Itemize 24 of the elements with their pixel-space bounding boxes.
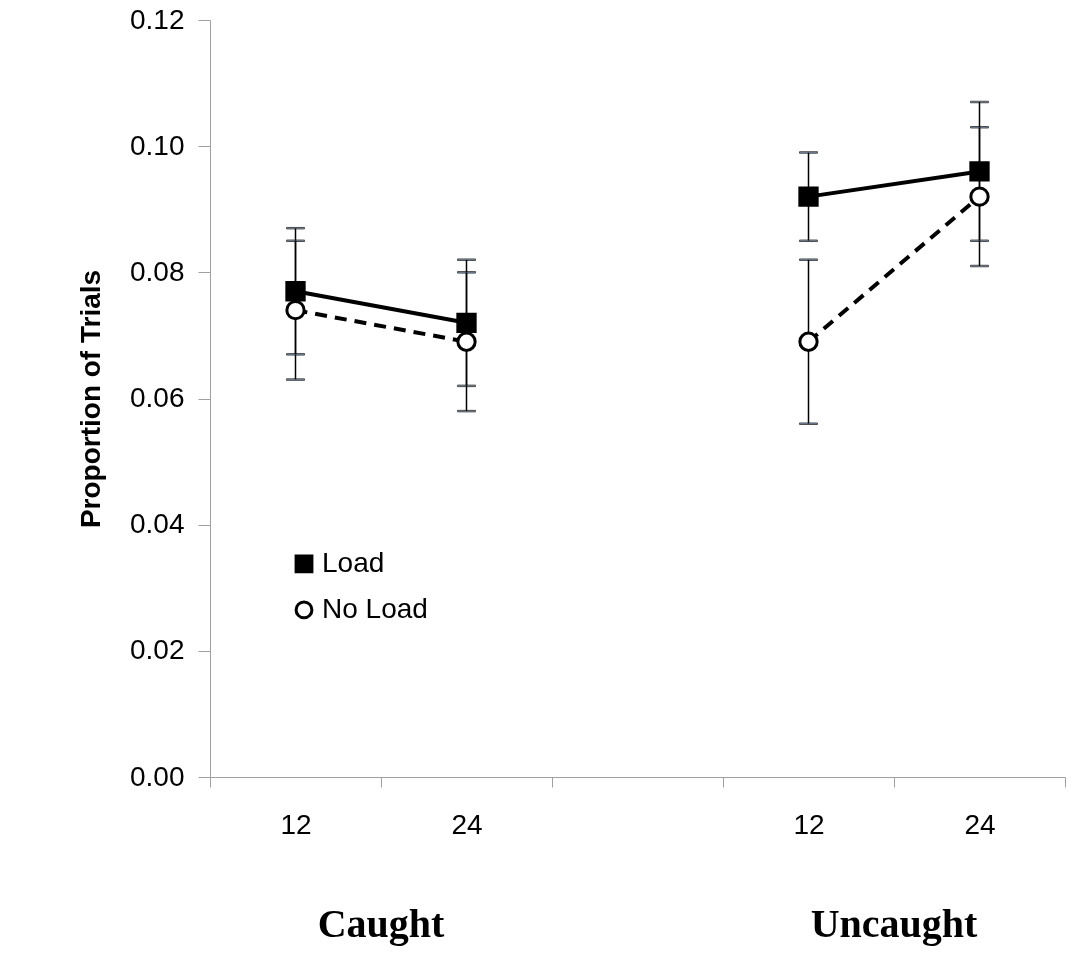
legend-label: No Load — [322, 592, 428, 624]
text: Caught — [317, 901, 446, 946]
y-tick-label: 0.02 — [130, 634, 185, 666]
x-tick-label: 12 — [793, 808, 825, 840]
y-tick-label: 0.10 — [130, 129, 185, 161]
legend-label: Load — [322, 546, 385, 578]
x-tick-label: 24 — [964, 808, 996, 840]
point — [969, 161, 990, 182]
point — [285, 281, 306, 302]
y-tick-label: 0.06 — [130, 382, 185, 413]
y-tick-label: 0.12 — [130, 3, 185, 35]
point — [798, 331, 819, 352]
point — [969, 186, 990, 207]
x-tick-label: 24 — [451, 808, 483, 840]
y-tick-label: 0.08 — [130, 255, 185, 287]
y-tick-label: 0.04 — [130, 508, 185, 540]
point — [285, 300, 306, 321]
text: Uncaught — [810, 901, 979, 946]
y-tick-label: 0.00 — [130, 760, 185, 792]
point — [456, 312, 477, 333]
y-axis-title: Proportion of Trials — [75, 269, 106, 529]
point — [456, 331, 477, 352]
x-tick-label: 12 — [280, 808, 312, 840]
point — [798, 186, 819, 207]
